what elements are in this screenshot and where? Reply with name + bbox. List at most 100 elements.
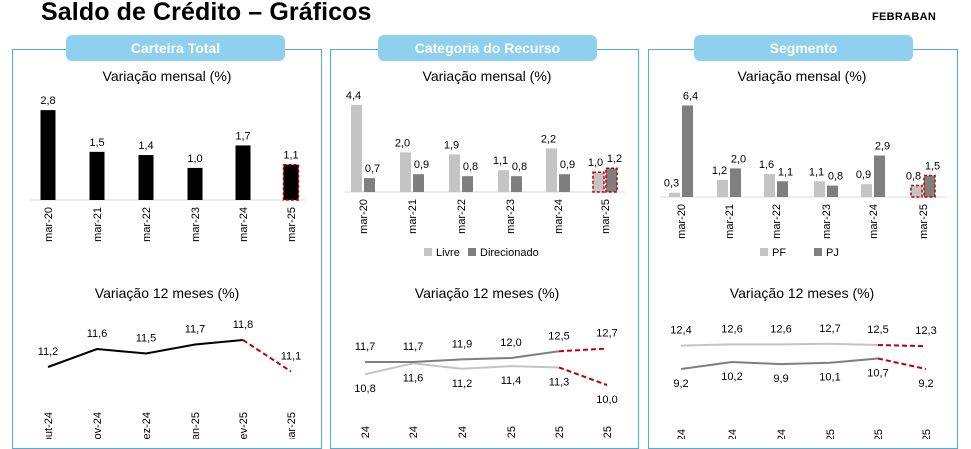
bar — [605, 167, 618, 193]
data-label: 9,2 — [918, 378, 933, 390]
legend-label: Direcionado — [480, 247, 539, 259]
series-line — [680, 342, 879, 347]
data-label: 12,5 — [867, 324, 888, 336]
series-line-dashed — [242, 339, 292, 373]
data-label: 11,5 — [136, 333, 157, 345]
x-tick-label: dez-24 — [457, 426, 469, 439]
bar — [235, 145, 251, 200]
data-label: 1,5 — [89, 137, 104, 149]
panel-title-segmento: Segmento — [694, 35, 913, 61]
data-label: 12,4 — [670, 325, 691, 337]
x-tick-label: mar-20 — [43, 207, 55, 242]
data-label: 1,9 — [444, 139, 459, 151]
x-tick-label: mar-24 — [238, 207, 250, 242]
x-tick-label: mar-21 — [92, 207, 104, 242]
data-label: 11,8 — [233, 319, 254, 331]
series-line — [364, 362, 560, 376]
annual-title-segmento: Variação 12 meses (%) — [730, 285, 874, 301]
bar — [351, 104, 362, 192]
bar — [592, 171, 605, 193]
x-tick-label: fev-25 — [873, 429, 885, 439]
data-label: 10,0 — [596, 394, 617, 406]
data-label: 0,9 — [414, 159, 429, 171]
data-label: 9,9 — [773, 373, 788, 385]
monthly-title-segmento: Variação mensal (%) — [738, 68, 867, 84]
data-label: 6,4 — [683, 90, 698, 102]
data-label: 11,7 — [185, 324, 206, 336]
legend-swatch — [424, 248, 432, 256]
legend-swatch — [760, 248, 768, 256]
bar — [400, 152, 411, 192]
data-label: 12,7 — [819, 323, 840, 335]
charts-canvas: Variação mensal (%) Variação mensal (%) … — [30, 68, 945, 439]
data-label: 11,1 — [281, 351, 302, 363]
data-label: 11,9 — [452, 338, 473, 350]
x-tick-label: mar-22 — [771, 204, 783, 239]
data-label: 1,6 — [759, 159, 774, 171]
x-tick-label: mar-21 — [724, 204, 736, 239]
legend-label: PJ — [826, 247, 839, 259]
data-label: 11,6 — [403, 372, 424, 384]
data-label: 11,2 — [38, 346, 59, 358]
bar — [717, 179, 728, 197]
data-label: 2,0 — [395, 137, 410, 149]
x-tick-label: mar-22 — [456, 199, 468, 234]
data-label: 10,7 — [867, 368, 888, 380]
legend-label: Livre — [436, 247, 460, 259]
data-label: 2,8 — [40, 95, 55, 107]
data-label: 12,5 — [548, 330, 569, 342]
data-label: 0,8 — [463, 161, 478, 173]
x-tick-label: fev-25 — [554, 426, 566, 439]
x-tick-label: out-24 — [43, 412, 55, 439]
bar — [827, 185, 838, 197]
x-tick-label: mar-25 — [286, 412, 298, 439]
series-line — [47, 339, 244, 368]
x-tick-label: mar-20 — [676, 204, 688, 239]
x-tick-label: mar-24 — [868, 204, 880, 239]
data-label: 0,3 — [664, 178, 679, 190]
data-label: 0,8 — [828, 171, 843, 183]
data-label: 1,4 — [138, 140, 153, 152]
monthly-title-carteira: Variação mensal (%) — [103, 68, 232, 84]
legend-label: PF — [772, 247, 786, 259]
bar — [546, 148, 557, 192]
data-label: 12,6 — [721, 323, 742, 335]
bar — [413, 174, 424, 192]
annual-title-carteira: Variação 12 meses (%) — [95, 285, 239, 301]
data-label: 12,6 — [770, 323, 791, 335]
data-label: 11,7 — [403, 341, 424, 353]
data-label: 11,2 — [452, 378, 473, 390]
x-tick-label: mar-23 — [190, 207, 202, 242]
bar — [669, 192, 680, 197]
x-tick-label: mar-25 — [921, 429, 933, 439]
series-line-dashed — [877, 344, 927, 348]
x-tick-label: jan-25 — [190, 412, 202, 439]
legend-swatch — [468, 248, 476, 256]
data-label: 1,1 — [283, 150, 298, 162]
data-label: 0,9 — [560, 159, 575, 171]
x-tick-label: fev-25 — [238, 412, 250, 439]
series-line — [680, 357, 879, 370]
bar — [511, 176, 522, 192]
data-label: 2,0 — [731, 153, 746, 165]
data-label: 9,2 — [673, 378, 688, 390]
bar — [861, 184, 872, 197]
series-line — [365, 350, 560, 364]
data-label: 0,8 — [512, 161, 527, 173]
bar — [559, 174, 570, 192]
bar — [449, 154, 460, 192]
bar — [874, 155, 885, 197]
bar — [923, 174, 936, 198]
annual-title-categoria: Variação 12 meses (%) — [415, 285, 559, 301]
bar — [764, 174, 775, 197]
x-tick-label: mar-23 — [505, 199, 517, 234]
x-tick-label: mar-20 — [358, 199, 370, 234]
data-label: 10,2 — [721, 371, 742, 383]
panel-title-carteira-total: Carteira Total — [66, 35, 285, 61]
data-label: 1,2 — [607, 153, 622, 165]
data-label: 2,2 — [541, 133, 556, 145]
bar — [462, 176, 473, 192]
x-tick-label: dez-24 — [776, 429, 788, 439]
bar — [364, 178, 375, 192]
data-label: 12,3 — [915, 325, 936, 337]
